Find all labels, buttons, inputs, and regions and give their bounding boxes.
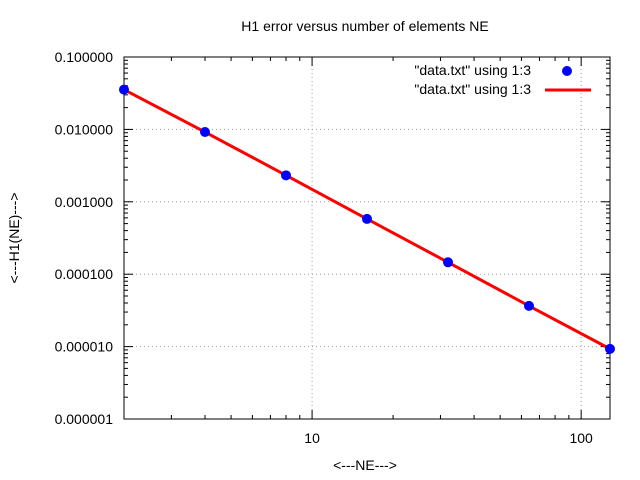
plot-frame	[123, 56, 611, 420]
x-tick-label: 100	[569, 430, 593, 446]
y-tick-label: 0.001000	[55, 194, 114, 210]
y-tick-label: 0.000100	[55, 266, 114, 282]
chart-title: H1 error versus number of elements NE	[241, 18, 488, 34]
data-point	[443, 257, 453, 268]
legend: "data.txt" using 1:3 "data.txt" using 1:…	[414, 62, 591, 97]
y-axis-label: <---H1(NE)--->	[6, 193, 22, 284]
x-axis-label: <---NE--->	[333, 457, 397, 473]
data-point	[524, 300, 534, 311]
legend-label-points: "data.txt" using 1:3	[414, 62, 531, 78]
legend-marker-points	[562, 66, 572, 76]
y-tick-label: 0.000010	[55, 339, 114, 355]
x-tick-label: 10	[304, 430, 320, 446]
ticks-layer: 0.100000 0.010000 0.001000 0.000100 0.000010…	[55, 49, 610, 446]
y-tick-label: 0.100000	[55, 49, 114, 65]
y-tick-label: 0.010000	[55, 121, 114, 137]
grid-layer	[124, 57, 610, 419]
data-point	[119, 84, 129, 95]
y-tick-label: 0.000001	[55, 411, 114, 427]
legend-label-line: "data.txt" using 1:3	[414, 81, 531, 97]
data-point	[200, 127, 210, 138]
data-point	[281, 170, 291, 181]
data-layer	[119, 84, 615, 354]
data-point	[605, 343, 615, 354]
data-point	[362, 213, 372, 224]
